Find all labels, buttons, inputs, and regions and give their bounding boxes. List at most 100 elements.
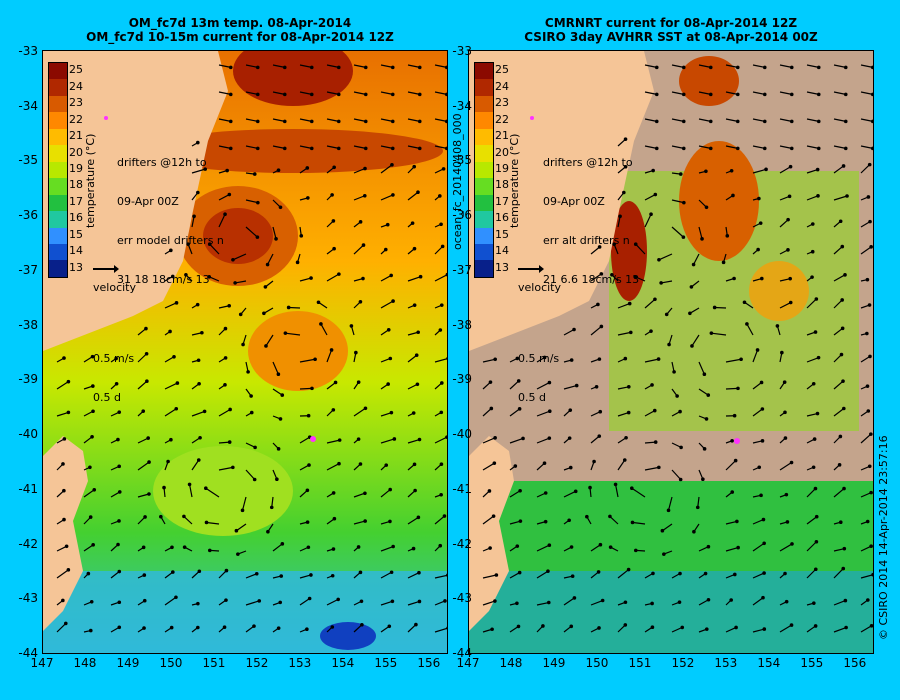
- current-vector: [245, 91, 258, 95]
- current-vector-head: [782, 380, 787, 384]
- current-vector: [833, 600, 846, 606]
- current-vector-head: [569, 545, 574, 549]
- right-drifter-line1: drifters @12h to: [543, 156, 633, 169]
- current-vector-head: [92, 487, 97, 492]
- colorbar-tick-label: 21: [495, 129, 509, 143]
- colorbar-tick-label: 22: [69, 112, 83, 126]
- current-vector-head: [182, 545, 187, 549]
- colorbar-tick-label: 24: [69, 79, 83, 93]
- current-vector-head: [842, 486, 846, 491]
- current-vector-head: [306, 413, 311, 418]
- colorbar-swatch: [49, 243, 67, 261]
- left-drifter-line3: err model drifters n: [117, 234, 224, 247]
- current-vector-head: [870, 92, 873, 97]
- current-vector-head: [412, 303, 417, 307]
- current-vector: [833, 91, 846, 95]
- current-vector-head: [786, 248, 790, 252]
- current-vector-head: [488, 546, 492, 550]
- colorbar-tick-label: 14: [495, 244, 509, 258]
- current-vector: [698, 118, 711, 122]
- right-velocity-arrow: [518, 265, 544, 273]
- current-vector-head: [391, 299, 395, 303]
- colorbar-tick-label: 20: [69, 145, 83, 159]
- x-tick-label: 154: [331, 656, 355, 670]
- current-vector-head: [787, 194, 792, 199]
- current-vector-head: [783, 571, 787, 576]
- y-tick-label: -36: [18, 208, 38, 223]
- current-vector-head: [839, 352, 844, 357]
- current-vector-head: [651, 571, 655, 576]
- current-vector-head: [227, 303, 231, 308]
- current-vector-head: [278, 600, 283, 605]
- current-vector-head: [295, 260, 300, 265]
- current-vector: [353, 244, 364, 255]
- right-title-line1: CMRNRT current for 08-Apr-2014 12Z: [544, 16, 798, 30]
- current-vector-head: [278, 417, 283, 421]
- right-colorbar: [474, 62, 494, 278]
- current-vector-head: [815, 411, 820, 416]
- current-vector-head: [624, 435, 628, 440]
- colorbar-tick-label: 13: [69, 260, 83, 274]
- current-vector: [434, 118, 447, 122]
- current-vector-head: [331, 491, 336, 495]
- current-vector-head: [869, 623, 873, 628]
- current-vector-head: [608, 545, 613, 549]
- colorbar-tick-label: 16: [495, 211, 509, 225]
- current-vector-head: [223, 356, 228, 360]
- colorbar-tick-label: 21: [69, 129, 83, 143]
- current-vector-head: [764, 167, 768, 172]
- current-vector: [833, 246, 843, 255]
- current-vector-head: [174, 301, 179, 305]
- current-vector: [671, 226, 684, 238]
- x-tick-label: 149: [116, 656, 140, 670]
- current-vector: [644, 298, 656, 309]
- current-vector-head: [336, 65, 341, 70]
- current-vector: [833, 380, 844, 390]
- current-vector: [434, 358, 447, 363]
- current-vector-head: [144, 326, 148, 331]
- current-vector-head: [196, 190, 200, 195]
- current-vector: [671, 64, 684, 68]
- current-vector-head: [708, 92, 713, 97]
- current-vector-head: [88, 515, 93, 519]
- current-vector: [779, 543, 793, 552]
- current-vector-head: [518, 488, 522, 493]
- current-vector: [209, 243, 220, 255]
- colorbar-tick-label: 23: [495, 96, 509, 110]
- current-vector-head: [870, 65, 873, 70]
- current-vector-head: [274, 237, 278, 241]
- current-vector-head: [487, 489, 492, 493]
- current-vector-head: [169, 248, 173, 253]
- current-vector: [833, 568, 844, 579]
- current-vector-head: [678, 409, 682, 414]
- current-vector-head: [708, 65, 713, 70]
- credit-label: © CSIRO 2014 14-Apr-2014 23:57:16: [877, 435, 890, 640]
- current-vector-head: [144, 351, 149, 356]
- current-vector-head: [349, 324, 354, 328]
- current-vector-head: [143, 515, 147, 519]
- current-vector-head: [598, 409, 603, 414]
- current-vector-head: [704, 169, 708, 174]
- colorbar-swatch: [49, 63, 67, 80]
- current-vector: [644, 91, 657, 95]
- current-vector-head: [116, 542, 120, 547]
- colorbar-swatch: [475, 161, 493, 179]
- current-vector-head: [651, 168, 655, 173]
- current-vector-head: [91, 384, 95, 388]
- current-vector-head: [789, 146, 794, 151]
- current-vector: [380, 600, 393, 606]
- current-vector: [245, 118, 258, 122]
- current-vector-head: [417, 599, 422, 604]
- current-vector-head: [541, 624, 545, 628]
- current-vector: [380, 164, 393, 174]
- y-tick-label: -41: [452, 481, 472, 496]
- current-vector: [137, 353, 148, 363]
- current-vector: [482, 515, 494, 525]
- current-vector: [407, 572, 420, 579]
- current-vector-head: [309, 119, 314, 124]
- current-vector: [698, 91, 711, 95]
- colorbar-swatch: [475, 260, 493, 277]
- current-vector: [299, 436, 311, 444]
- current-vector-head: [692, 529, 696, 534]
- current-vector-head: [789, 460, 794, 465]
